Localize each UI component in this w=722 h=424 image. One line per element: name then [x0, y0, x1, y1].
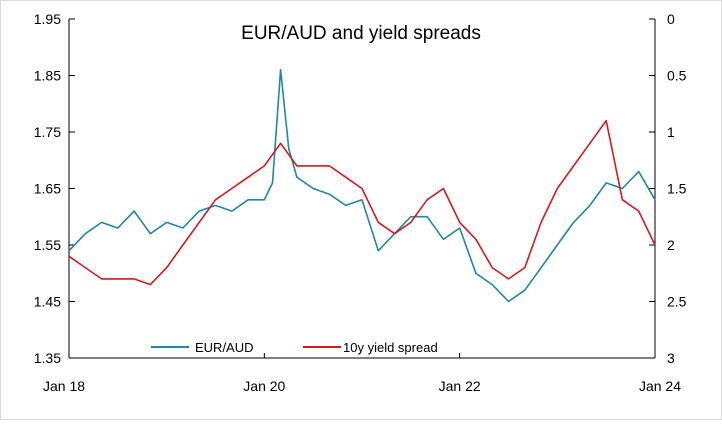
x-tick-label: Jan 18 — [43, 378, 85, 394]
legend: EUR/AUD 10y yield spread — [151, 340, 438, 355]
series-line-eur-aud — [68, 69, 656, 303]
y-left-tick-label: 1.55 — [34, 237, 61, 253]
legend-label: EUR/AUD — [195, 340, 254, 355]
x-tick-label: Jan 20 — [243, 378, 285, 394]
y-left-tick-label: 1.45 — [34, 294, 61, 310]
y-left-tick-label: 1.75 — [34, 124, 61, 140]
series-line-yield-spread — [68, 119, 656, 286]
y-left-tick-label: 1.65 — [34, 181, 61, 197]
y-right-tick-label: 0 — [667, 11, 675, 27]
x-tick-label: Jan 24 — [639, 378, 681, 394]
y-right-tick-label: 2.5 — [667, 294, 687, 310]
y-right-tick-label: 0.5 — [667, 68, 687, 84]
y-right-tick-label: 2 — [667, 237, 675, 253]
y-left-tick-label: 1.35 — [34, 350, 61, 366]
x-tick-label: Jan 22 — [439, 378, 481, 394]
legend-label: 10y yield spread — [343, 340, 438, 355]
y-right-tick-label: 1.5 — [667, 181, 687, 197]
chart-title: EUR/AUD and yield spreads — [241, 23, 481, 44]
y-right-tick-label: 3 — [667, 350, 675, 366]
y-left-tick-label: 1.95 — [34, 11, 61, 27]
y-left-tick-label: 1.85 — [34, 68, 61, 84]
y-right-tick-label: 1 — [667, 124, 675, 140]
